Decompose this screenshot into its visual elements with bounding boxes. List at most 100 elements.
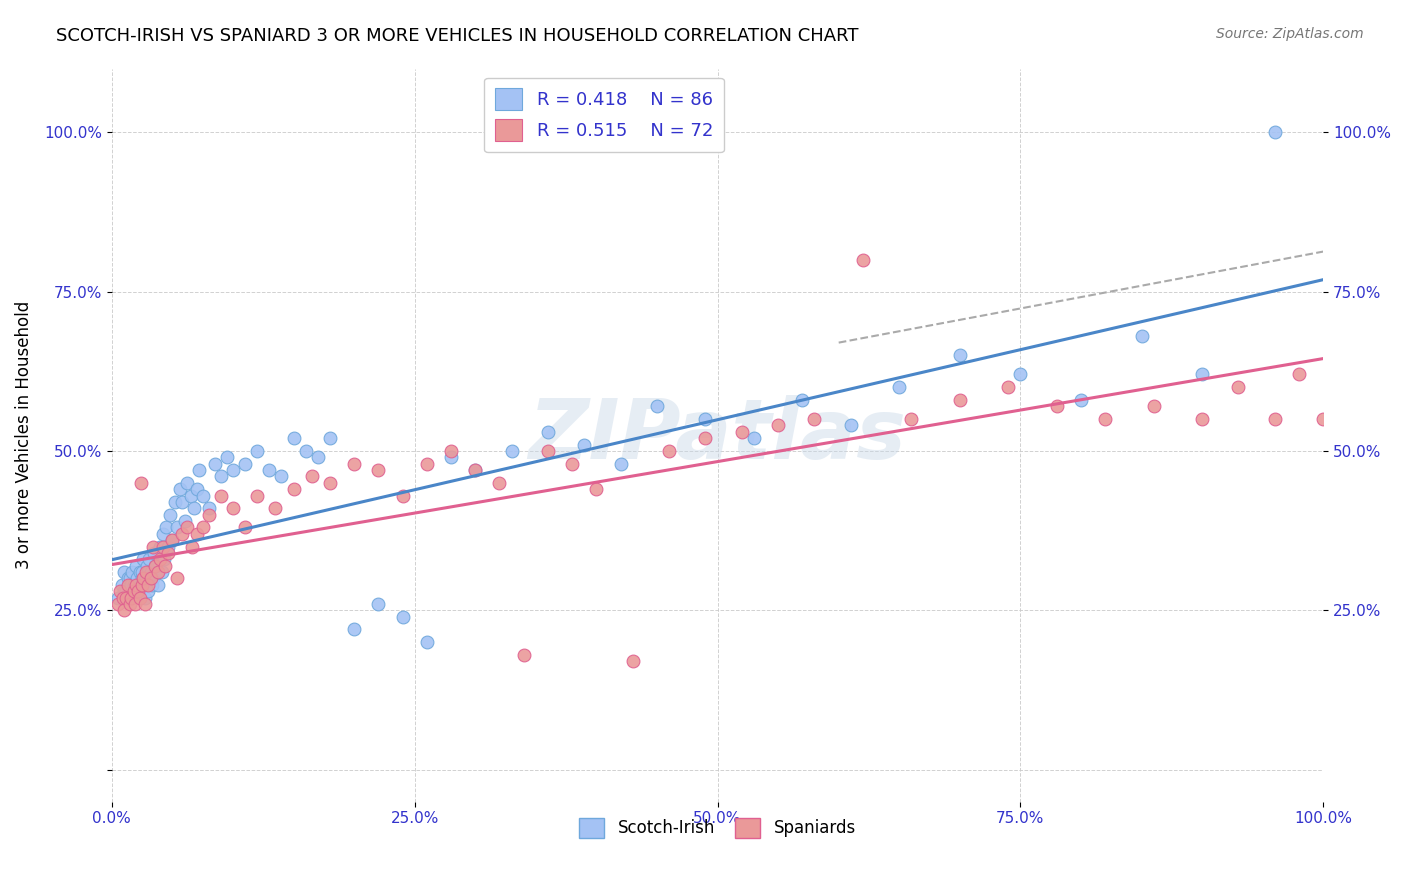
Point	[501, 444, 523, 458]
Point	[537, 425, 560, 439]
Point	[609, 457, 631, 471]
Point	[136, 565, 159, 579]
Point	[1264, 412, 1286, 426]
Point	[173, 514, 195, 528]
Point	[146, 565, 169, 579]
Point	[110, 584, 132, 599]
Point	[115, 584, 138, 599]
Point	[135, 572, 157, 586]
Point	[574, 437, 596, 451]
Point	[131, 565, 153, 579]
Y-axis label: 3 or more Vehicles in Household: 3 or more Vehicles in Household	[15, 301, 32, 569]
Point	[270, 469, 292, 483]
Point	[118, 591, 141, 605]
Point	[191, 520, 214, 534]
Point	[141, 578, 163, 592]
Point	[367, 463, 389, 477]
Point	[222, 463, 245, 477]
Point	[512, 648, 534, 662]
Text: Source: ZipAtlas.com: Source: ZipAtlas.com	[1216, 27, 1364, 41]
Point	[259, 463, 281, 477]
Point	[416, 635, 439, 649]
Point	[294, 444, 316, 458]
Point	[172, 526, 194, 541]
Point	[145, 558, 167, 573]
Point	[319, 431, 342, 445]
Point	[183, 501, 205, 516]
Point	[122, 578, 145, 592]
Point	[110, 578, 132, 592]
Point	[766, 418, 789, 433]
Point	[135, 565, 157, 579]
Text: ZIPatlas: ZIPatlas	[529, 394, 907, 475]
Point	[889, 380, 911, 394]
Point	[152, 540, 174, 554]
Point	[1143, 400, 1166, 414]
Point	[1288, 368, 1310, 382]
Point	[695, 412, 717, 426]
Point	[125, 584, 148, 599]
Point	[731, 425, 754, 439]
Point	[120, 591, 142, 605]
Point	[142, 540, 165, 554]
Point	[391, 609, 413, 624]
Point	[561, 457, 583, 471]
Point	[1046, 400, 1069, 414]
Point	[537, 444, 560, 458]
Point	[180, 489, 202, 503]
Point	[1227, 380, 1250, 394]
Point	[209, 469, 232, 483]
Point	[128, 565, 150, 579]
Point	[132, 572, 155, 586]
Point	[118, 572, 141, 586]
Text: SCOTCH-IRISH VS SPANIARD 3 OR MORE VEHICLES IN HOUSEHOLD CORRELATION CHART: SCOTCH-IRISH VS SPANIARD 3 OR MORE VEHIC…	[56, 27, 859, 45]
Point	[112, 584, 135, 599]
Point	[343, 457, 366, 471]
Point	[120, 578, 142, 592]
Point	[585, 482, 607, 496]
Point	[319, 475, 342, 490]
Point	[152, 526, 174, 541]
Point	[186, 482, 208, 496]
Point	[1010, 368, 1032, 382]
Point	[176, 520, 198, 534]
Point	[162, 533, 184, 548]
Point	[163, 495, 186, 509]
Point	[1130, 329, 1153, 343]
Point	[645, 400, 668, 414]
Point	[139, 572, 162, 586]
Point	[283, 431, 305, 445]
Point	[803, 412, 825, 426]
Point	[131, 572, 153, 586]
Point	[117, 578, 139, 592]
Point	[146, 578, 169, 592]
Point	[150, 565, 173, 579]
Point	[301, 469, 323, 483]
Point	[127, 584, 149, 599]
Point	[215, 450, 238, 465]
Point	[283, 482, 305, 496]
Point	[464, 463, 486, 477]
Point	[852, 252, 875, 267]
Point	[138, 552, 160, 566]
Point	[186, 526, 208, 541]
Point	[128, 591, 150, 605]
Point	[246, 444, 269, 458]
Point	[997, 380, 1019, 394]
Point	[115, 591, 138, 605]
Point	[159, 508, 181, 522]
Point	[125, 558, 148, 573]
Point	[139, 565, 162, 579]
Point	[307, 450, 329, 465]
Point	[1094, 412, 1116, 426]
Point	[188, 463, 211, 477]
Point	[118, 597, 141, 611]
Point	[416, 457, 439, 471]
Point	[166, 520, 188, 534]
Point	[156, 540, 179, 554]
Point	[153, 552, 176, 566]
Point	[488, 475, 510, 490]
Point	[112, 603, 135, 617]
Point	[1070, 392, 1092, 407]
Point	[367, 597, 389, 611]
